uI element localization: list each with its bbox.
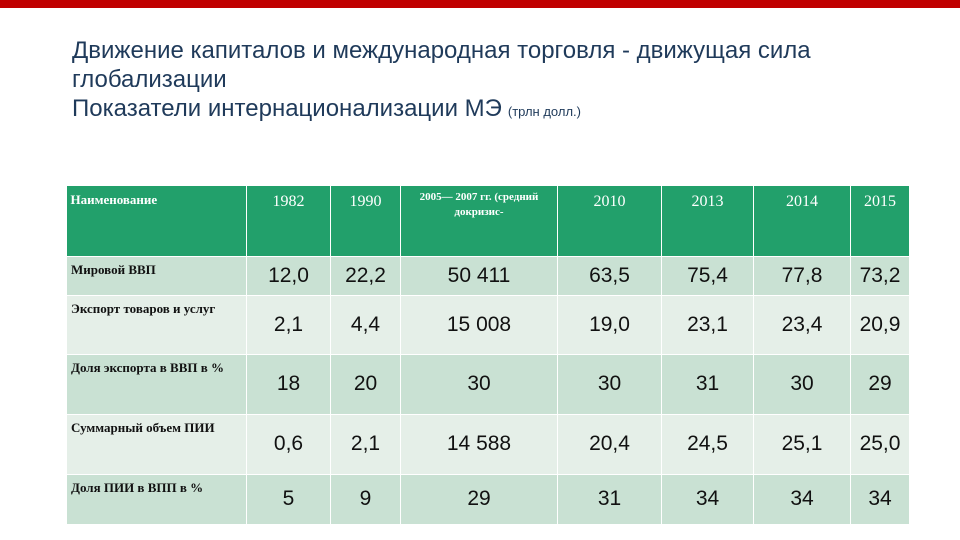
table-cell: 29 — [850, 353, 910, 415]
table-cell: 34 — [850, 473, 910, 525]
header-2005-2007: 2005— 2007 гг. (средний докризис- — [400, 186, 558, 256]
table-row: Суммарный объем ПИИ 0,6 2,1 14 588 20,4 … — [66, 413, 910, 475]
table-cell: 50 411 — [400, 255, 558, 296]
header-1990: 1990 — [330, 186, 401, 256]
table-cell: 4,4 — [330, 294, 401, 355]
table-row: Доля ПИИ в ВПП в % 5 9 29 31 34 34 34 — [66, 473, 910, 525]
table-cell: 77,8 — [753, 255, 851, 296]
table-cell: 12,0 — [246, 255, 331, 296]
table-cell: 73,2 — [850, 255, 910, 296]
title-line-1: Движение капиталов и международная торго… — [72, 37, 811, 64]
table-cell: 2,1 — [246, 294, 331, 355]
table-cell: 14 588 — [400, 413, 558, 475]
table-cell: 20,9 — [850, 294, 910, 355]
table-cell: 22,2 — [330, 255, 401, 296]
header-2014: 2014 — [753, 186, 851, 256]
table-cell: 19,0 — [557, 294, 662, 355]
table-row: Экспорт товаров и услуг 2,1 4,4 15 008 1… — [66, 294, 910, 355]
table-cell: 25,1 — [753, 413, 851, 475]
table-cell: 2,1 — [330, 413, 401, 475]
row-label: Мировой ВВП — [66, 255, 247, 296]
table-cell: 30 — [753, 353, 851, 415]
top-accent-bar — [0, 0, 960, 8]
table-cell: 25,0 — [850, 413, 910, 475]
table-cell: 31 — [661, 353, 754, 415]
table-cell: 20 — [330, 353, 401, 415]
table-cell: 31 — [557, 473, 662, 525]
title-unit: (трлн долл.) — [507, 104, 581, 119]
table-cell: 15 008 — [400, 294, 558, 355]
row-label: Суммарный объем ПИИ — [66, 413, 247, 475]
slide-title: Движение капиталов и международная торго… — [72, 36, 932, 126]
table-cell: 75,4 — [661, 255, 754, 296]
table-cell: 0,6 — [246, 413, 331, 475]
table-row: Мировой ВВП 12,0 22,2 50 411 63,5 75,4 7… — [66, 255, 910, 296]
row-label: Доля экспорта в ВВП в % — [66, 353, 247, 415]
table-header-row: Наименование 1982 1990 2005— 2007 гг. (с… — [66, 186, 910, 256]
header-1982: 1982 — [246, 186, 331, 256]
header-2013: 2013 — [661, 186, 754, 256]
table-cell: 30 — [557, 353, 662, 415]
table-row: Доля экспорта в ВВП в % 18 20 30 30 31 3… — [66, 353, 910, 415]
table-cell: 18 — [246, 353, 331, 415]
table-cell: 24,5 — [661, 413, 754, 475]
header-2010: 2010 — [557, 186, 662, 256]
indicators-table: Наименование 1982 1990 2005— 2007 гг. (с… — [66, 186, 910, 525]
table-cell: 23,1 — [661, 294, 754, 355]
header-2015: 2015 — [850, 186, 910, 256]
table-cell: 30 — [400, 353, 558, 415]
table-cell: 34 — [753, 473, 851, 525]
table-cell: 29 — [400, 473, 558, 525]
table-cell: 34 — [661, 473, 754, 525]
table-cell: 5 — [246, 473, 331, 525]
title-line-3: Показатели интернационализации МЭ (трлн д… — [72, 94, 932, 126]
table-cell: 23,4 — [753, 294, 851, 355]
title-line-2: глобализации — [72, 66, 227, 93]
header-name: Наименование — [66, 186, 247, 256]
title-line-3-text: Показатели интернационализации МЭ — [72, 95, 502, 122]
table-cell: 63,5 — [557, 255, 662, 296]
table-cell: 9 — [330, 473, 401, 525]
table-cell: 20,4 — [557, 413, 662, 475]
row-label: Доля ПИИ в ВПП в % — [66, 473, 247, 525]
row-label: Экспорт товаров и услуг — [66, 294, 247, 355]
